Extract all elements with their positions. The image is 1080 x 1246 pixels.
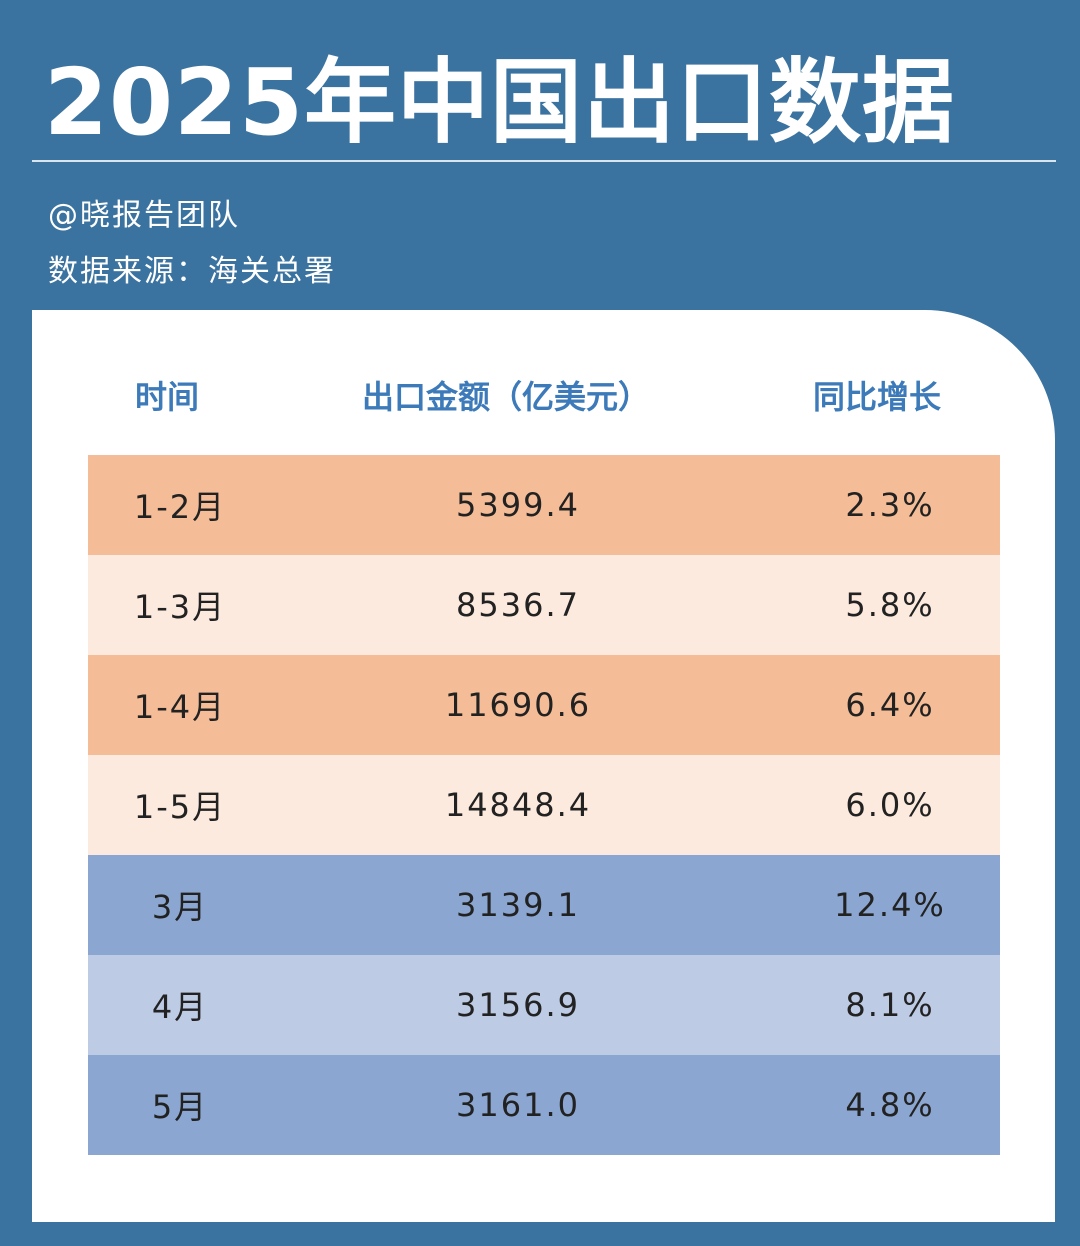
table-row: 1-3月 8536.7 5.8% <box>88 555 1000 655</box>
amount-cell: 5399.4 <box>456 486 580 524</box>
source-label: 数据来源：海关总署 <box>48 254 336 289</box>
amount-cell: 8536.7 <box>456 586 580 624</box>
divider <box>32 160 1056 162</box>
period-cell: 5月 <box>151 1088 209 1126</box>
growth-cell: 2.3% <box>845 486 935 524</box>
period-cell: 1-4月 <box>133 688 227 726</box>
growth-cell: 6.0% <box>845 786 935 824</box>
amount-cell: 3156.9 <box>456 986 580 1024</box>
header-amount: 出口金额（亿美元） <box>361 378 651 416</box>
data-table: 1-2月 5399.4 2.3% 1-3月 8536.7 5.8% 1-4月 11690.6 6… <box>88 455 1000 1155</box>
table-row: 1-5月 14848.4 6.0% <box>88 755 1000 855</box>
header-growth: 同比增长 <box>812 378 942 416</box>
period-cell: 1-2月 <box>133 488 227 526</box>
table-row: 3月 3139.1 12.4% <box>88 855 1000 955</box>
period-cell: 4月 <box>151 988 209 1026</box>
amount-cell: 3139.1 <box>456 886 580 924</box>
period-cell: 3月 <box>151 888 209 926</box>
amount-cell: 3161.0 <box>456 1086 580 1124</box>
table-row: 4月 3156.9 8.1% <box>88 955 1000 1055</box>
growth-cell: 5.8% <box>845 586 935 624</box>
table-row: 5月 3161.0 4.8% <box>88 1055 1000 1155</box>
growth-cell: 4.8% <box>845 1086 935 1124</box>
amount-cell: 11690.6 <box>444 686 592 724</box>
page-title: 2025年中国出口数据 <box>44 49 956 156</box>
growth-cell: 12.4% <box>834 886 946 924</box>
period-cell: 1-3月 <box>133 588 227 626</box>
table-row: 1-2月 5399.4 2.3% <box>88 455 1000 555</box>
header-period: 时间 <box>134 378 200 416</box>
growth-cell: 6.4% <box>845 686 935 724</box>
author-label: @晓报告团队 <box>48 198 240 233</box>
table-row: 1-4月 11690.6 6.4% <box>88 655 1000 755</box>
amount-cell: 14848.4 <box>444 786 592 824</box>
growth-cell: 8.1% <box>845 986 935 1024</box>
period-cell: 1-5月 <box>133 788 227 826</box>
